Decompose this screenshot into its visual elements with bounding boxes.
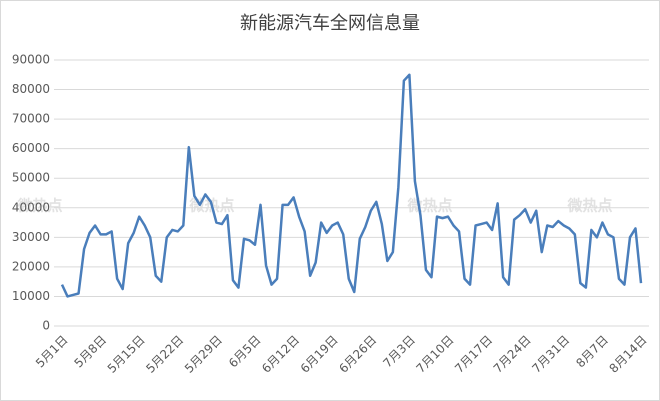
watermark: 微热点 xyxy=(406,197,452,215)
y-tick-label: 30000 xyxy=(12,230,50,244)
y-tick-label: 60000 xyxy=(12,141,50,155)
watermark: 微热点 xyxy=(16,197,62,215)
data-line xyxy=(60,73,643,298)
y-tick-label: 50000 xyxy=(12,171,50,185)
watermark: 微热点 xyxy=(566,197,612,215)
y-tick-label: 20000 xyxy=(12,259,50,273)
y-tick-label: 90000 xyxy=(12,53,50,67)
chart-title: 新能源汽车全网信息量 xyxy=(240,13,420,34)
y-tick-label: 40000 xyxy=(12,200,50,214)
y-tick-label: 0 xyxy=(42,319,50,333)
y-tick-label: 80000 xyxy=(12,82,50,96)
y-tick-label: 10000 xyxy=(12,289,50,303)
y-tick-label: 70000 xyxy=(12,112,50,126)
